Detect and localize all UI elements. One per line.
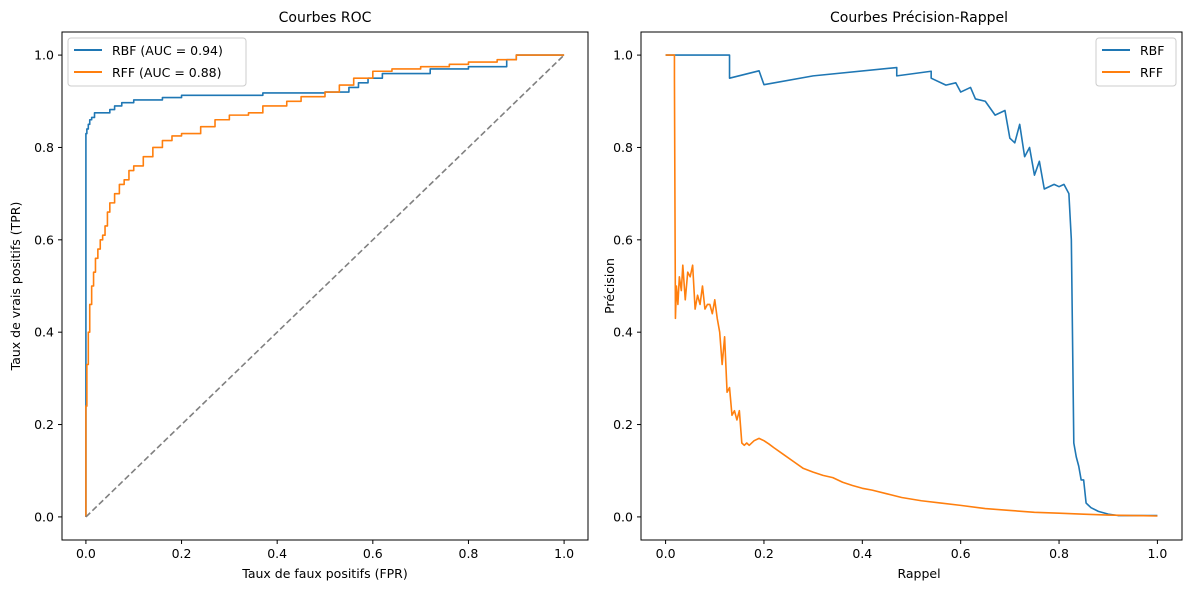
roc-x-tick-label: 0.6 xyxy=(363,546,383,561)
roc-legend: RBF (AUC = 0.94) RFF (AUC = 0.88) xyxy=(67,37,247,87)
pr-y-tick-label: 0.6 xyxy=(613,232,633,247)
roc-y-tick-label: 0.6 xyxy=(34,232,54,247)
pr-x-tick-label: 1.0 xyxy=(1147,546,1167,561)
pr-y-tick-label: 0.0 xyxy=(613,509,633,524)
pr-x-tick-label: 0.8 xyxy=(1049,546,1069,561)
roc-title: Courbes ROC xyxy=(279,10,372,26)
pr-x-tick-label: 0.4 xyxy=(852,546,872,561)
pr-series-rbf xyxy=(665,54,1158,517)
pr-legend: RBF RFF xyxy=(1095,37,1177,87)
roc-y-ticks: 0.0 0.2 0.4 0.6 0.8 1.0 xyxy=(34,48,62,524)
pr-x-tick-label: 0.2 xyxy=(754,546,774,561)
pr-chart: Courbes Précision-Rappel 0.0 0.2 0.4 0.6 0.8… xyxy=(602,10,1183,581)
pr-y-tick-label: 0.4 xyxy=(613,325,633,340)
roc-y-tick-label: 0.0 xyxy=(34,509,54,524)
pr-title: Courbes Précision-Rappel xyxy=(830,10,1008,26)
pr-series-rff xyxy=(665,54,1158,517)
roc-y-tick-label: 0.4 xyxy=(34,325,54,340)
roc-x-ticks: 0.0 0.2 0.4 0.6 0.8 1.0 xyxy=(76,540,574,561)
roc-x-axis-label: Taux de faux positifs (FPR) xyxy=(241,566,407,581)
roc-plot-area xyxy=(85,54,565,518)
pr-y-ticks: 0.0 0.2 0.4 0.6 0.8 1.0 xyxy=(613,48,641,524)
roc-y-tick-label: 0.8 xyxy=(34,140,54,155)
roc-x-tick-label: 0.8 xyxy=(459,546,479,561)
pr-axes-frame xyxy=(640,31,1183,541)
pr-y-tick-label: 0.2 xyxy=(613,417,633,432)
roc-x-tick-label: 1.0 xyxy=(554,546,574,561)
roc-legend-label-rbf: RBF (AUC = 0.94) xyxy=(112,43,223,58)
pr-legend-label-rbf: RBF xyxy=(1140,43,1164,58)
roc-legend-label-rff: RFF (AUC = 0.88) xyxy=(112,65,221,80)
roc-series-rff xyxy=(85,54,565,517)
roc-x-tick-label: 0.2 xyxy=(172,546,192,561)
roc-series-rbf xyxy=(85,54,565,517)
pr-plot-area xyxy=(665,54,1158,517)
pr-x-axis-label: Rappel xyxy=(897,566,940,581)
roc-y-tick-label: 0.2 xyxy=(34,417,54,432)
pr-x-ticks: 0.0 0.2 0.4 0.6 0.8 1.0 xyxy=(656,540,1167,561)
pr-y-tick-label: 1.0 xyxy=(613,48,633,63)
roc-chart: Courbes ROC 0.0 0.2 0.4 0.6 0.8 1.0 0.0 0.2 0.4… xyxy=(8,10,589,581)
roc-axes-frame xyxy=(61,31,589,541)
roc-legend-box xyxy=(67,37,247,87)
pr-y-tick-label: 0.8 xyxy=(613,140,633,155)
roc-y-tick-label: 1.0 xyxy=(34,48,54,63)
pr-y-axis-label: Précision xyxy=(602,258,617,314)
roc-x-tick-label: 0.0 xyxy=(76,546,96,561)
roc-y-axis-label: Taux de vrais positifs (TPR) xyxy=(8,202,23,372)
pr-x-tick-label: 0.0 xyxy=(656,546,676,561)
pr-x-tick-label: 0.6 xyxy=(951,546,971,561)
pr-legend-label-rff: RFF xyxy=(1140,65,1163,80)
roc-series-chance-diagonal xyxy=(85,54,565,518)
roc-x-tick-label: 0.4 xyxy=(267,546,287,561)
